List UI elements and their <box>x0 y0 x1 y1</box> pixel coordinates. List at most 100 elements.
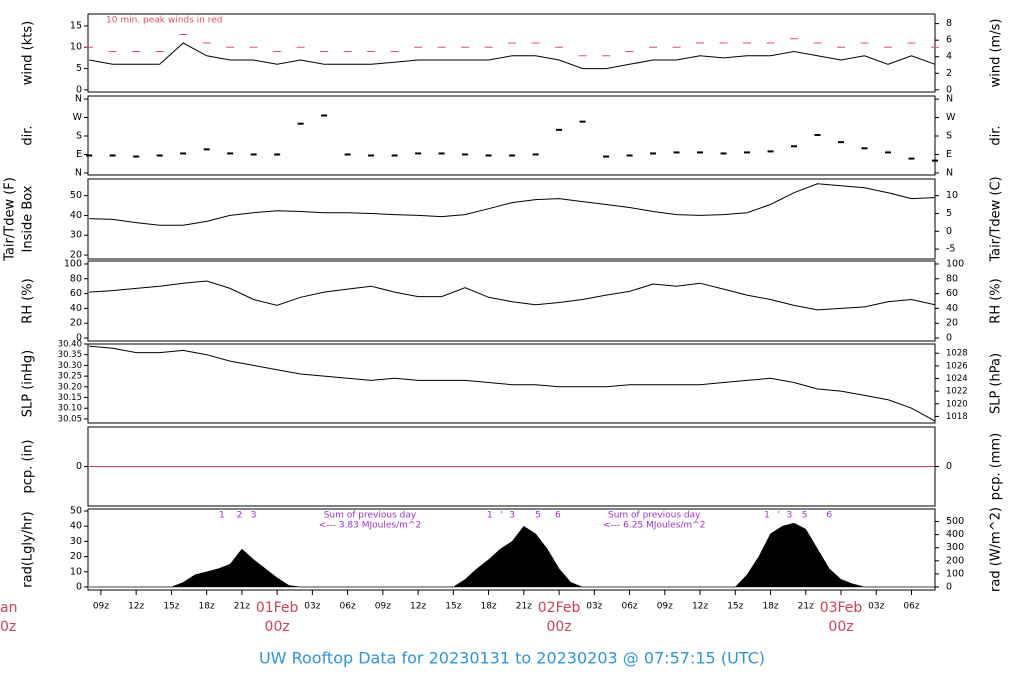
x-tick-label: 15z <box>445 602 461 612</box>
y2-tick-label: 0 <box>946 581 952 592</box>
data-line <box>89 183 936 226</box>
x-tick-label: 09z <box>657 602 673 612</box>
y2-axis-label: dir. <box>989 125 1004 145</box>
y-tick-label: 30.35 <box>58 350 82 360</box>
y-axis-label: dir. <box>21 125 36 145</box>
hour-mark: 5 <box>535 511 541 521</box>
y-tick-label: 100 <box>64 258 82 269</box>
y-axis-label: pcp. (in) <box>21 440 36 494</box>
y2-tick-label: 100 <box>946 258 964 269</box>
y2-tick-label: 400 <box>946 529 964 540</box>
date-label: 03Feb <box>820 600 863 616</box>
x-tick-label: 15z <box>163 602 179 612</box>
y2-tick-label: 1022 <box>946 387 968 397</box>
y-tick-label: 0 <box>76 84 82 95</box>
annotation: <--- 6.25 MJoules/m^2 <box>603 521 705 531</box>
y2-tick-label: 10 <box>946 190 958 201</box>
x-tick-label: 15z <box>727 602 743 612</box>
y-axis-label: SLP (inHg) <box>21 350 36 418</box>
hour-mark: 3 <box>786 511 792 521</box>
y2-tick-label: 1026 <box>946 361 968 371</box>
y2-tick-label: 200 <box>946 555 964 566</box>
hour-mark: 6 <box>555 511 561 521</box>
y2-tick-label: 100 <box>946 568 964 579</box>
y-tick-label: 40 <box>70 521 82 532</box>
y-tick-label: 30 <box>70 230 82 241</box>
page-title: UW Rooftop Data for 20230131 to 20230203… <box>259 649 765 668</box>
y2-axis-label: pcp. (mm) <box>989 433 1004 500</box>
hour-mark: 6 <box>826 511 832 521</box>
annotation: Sum of previous day <box>324 511 417 521</box>
annotation: <--- 3.83 MJoules/m^2 <box>319 521 421 531</box>
data-line <box>89 280 936 311</box>
y2-tick-label: 0 <box>946 461 952 472</box>
y-tick-label: 30.30 <box>58 361 82 371</box>
y2-tick-label: N <box>946 94 953 105</box>
y-tick-label: 30 <box>70 536 82 547</box>
data-line <box>89 345 936 422</box>
y-tick-label: 20 <box>70 250 82 261</box>
x-tick-label: 09z <box>93 602 109 612</box>
x-tick-label: 00z <box>265 619 290 635</box>
x-tick-label: 06z <box>903 602 919 612</box>
y-axis-label: Tair/Tdew (F) <box>3 177 18 262</box>
hour-mark: ' <box>778 511 780 521</box>
y-tick-label: 30.25 <box>58 372 82 382</box>
y2-tick-label: 20 <box>946 318 958 329</box>
x-tick-label: 03z <box>868 602 884 612</box>
x-tick-label: 00z <box>546 619 571 635</box>
y-tick-label: N <box>75 94 82 105</box>
y-tick-label: 0 <box>76 333 82 344</box>
y-axis-label: rad(Lgly/hr) <box>21 511 36 587</box>
y2-tick-label: 2 <box>946 68 952 79</box>
y-tick-label: 30.15 <box>58 393 82 403</box>
x-tick-label: 03z <box>304 602 320 612</box>
y-tick-label: W <box>73 112 83 123</box>
x-tick-label: 18z <box>762 602 778 612</box>
y2-tick-label: 6 <box>946 35 952 46</box>
hour-mark: 2 <box>237 511 243 521</box>
panel: 0 20 40 60 80 100 0 20 40 60 80 100 RH (%) RH (%) <box>21 258 1004 343</box>
x-tick-label: 09z <box>375 602 391 612</box>
y-tick-label: 20 <box>70 318 82 329</box>
x-tick-label: 12z <box>128 602 144 612</box>
y2-tick-label: -5 <box>946 244 955 255</box>
panel: 20 30 40 50 -5 0 5 10 Tair/Tdew (F) Inside Box Tai… <box>3 176 1004 262</box>
x-tick-label: 18z <box>199 602 215 612</box>
y-tick-label: 10 <box>70 42 82 53</box>
panel-frame <box>87 260 936 342</box>
y-tick-label: 50 <box>70 505 82 516</box>
y-tick-label: 5 <box>76 63 82 74</box>
y-tick-label: 30.40 <box>58 340 82 350</box>
y-tick-label: 50 <box>70 190 82 201</box>
y-tick-label: 30.10 <box>58 404 82 414</box>
panel: 0 0 pcp. (in) pcp. (mm) <box>21 426 1004 507</box>
y-tick-label: 30.20 <box>58 382 82 392</box>
clipped-hour-label: 0z <box>0 619 16 635</box>
data-area <box>88 522 936 588</box>
x-tick-label: 12z <box>692 602 708 612</box>
annotation: Sum of previous day <box>608 511 701 521</box>
y2-tick-label: 4 <box>946 51 952 62</box>
hour-mark: 1 <box>487 511 493 521</box>
x-tick-label: 18z <box>480 602 496 612</box>
panel: 30.0530.1030.1530.2030.2530.3030.3530.40… <box>21 340 1004 425</box>
y-axis-label: Inside Box <box>21 185 36 252</box>
y-tick-label: N <box>75 167 82 178</box>
x-tick-label: 06z <box>621 602 637 612</box>
hour-mark: 5 <box>802 511 808 521</box>
panel-frame <box>87 13 936 93</box>
y-axis-label: wind (kts) <box>21 21 36 85</box>
x-tick-label: 21z <box>798 602 814 612</box>
y2-axis-label: Tair/Tdew (C) <box>989 176 1004 262</box>
y-tick-label: 0 <box>76 581 82 592</box>
y-axis-label: RH (%) <box>21 278 36 323</box>
clipped-date-label: an <box>0 600 17 616</box>
date-label: 01Feb <box>256 600 299 616</box>
y2-tick-label: W <box>946 112 956 123</box>
y2-tick-label: E <box>946 149 952 160</box>
y2-axis-label: wind (m/s) <box>989 19 1004 88</box>
y2-tick-label: 1018 <box>946 412 968 422</box>
